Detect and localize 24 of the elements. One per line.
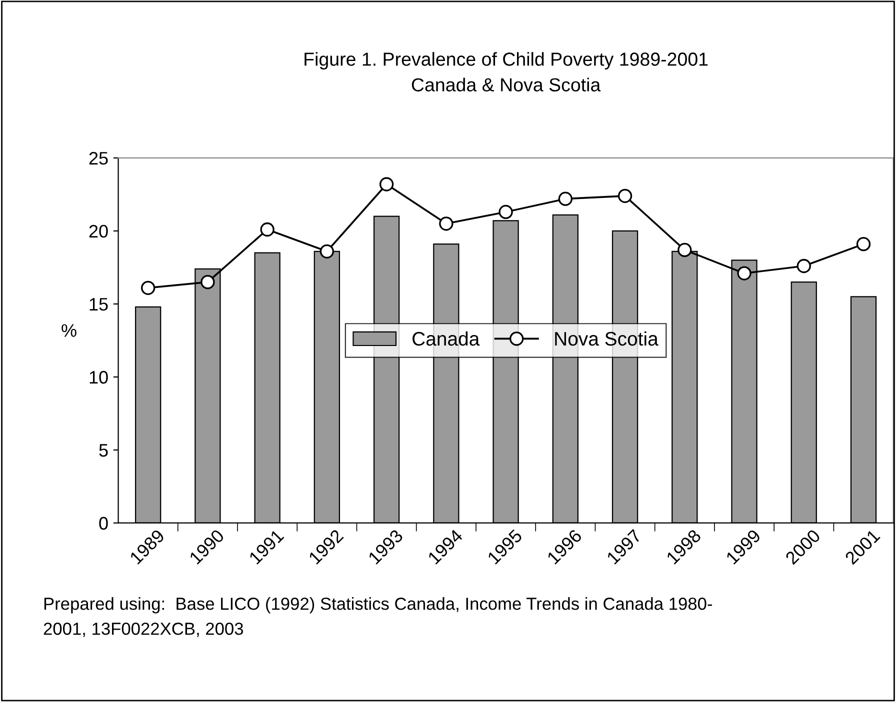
point [737,266,752,280]
point [260,222,274,237]
point [796,258,811,274]
point [439,216,454,231]
point [200,274,215,290]
text: Prepared using: Base LICO (1992) Statistics Canada, Income Trends in Canada 1980- 2001, 13F0022XCB, 2003 [44,597,712,637]
point [856,237,871,252]
point [618,188,632,203]
chart-title: Figure 1. Prevalence of Child Poverty 1989-2001 Canada & Nova Scotia [304,52,708,92]
point [140,280,156,295]
y-tick-label: 10 [90,370,108,384]
legend-label: Nova Scotia [555,331,658,346]
point [678,242,692,258]
legend-label: Canada [412,331,480,346]
y-tick-label: 0 [99,516,108,530]
point [558,192,572,206]
y-tick-label: 25 [89,152,108,165]
y-tick-label: 5 [99,444,108,457]
point [379,177,394,192]
y-axis-title: % [62,324,76,337]
y-tick-label: 15 [90,298,108,311]
point [320,244,334,258]
point [498,204,513,220]
y-tick-label: 20 [89,224,108,238]
